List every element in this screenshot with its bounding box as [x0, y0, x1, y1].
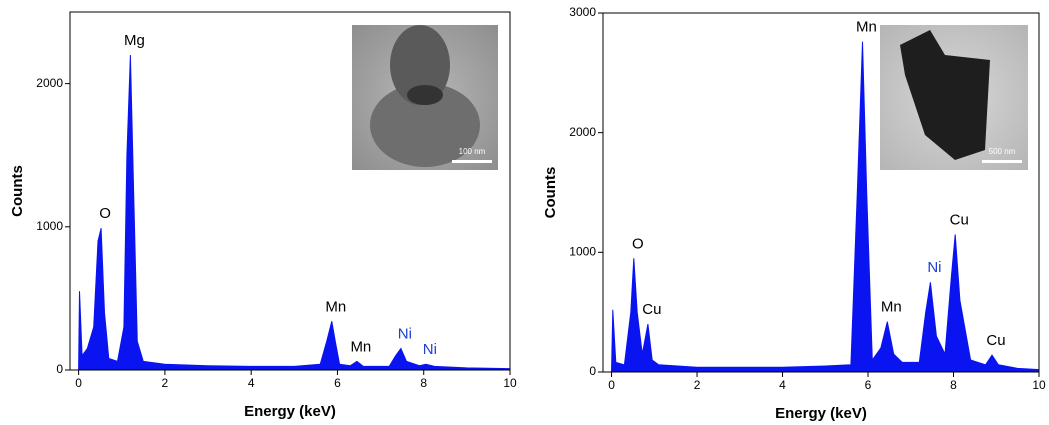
- y-tick-label: 0: [589, 364, 596, 378]
- x-tick-label: 10: [503, 376, 517, 390]
- peak-label: Cu: [986, 332, 1005, 349]
- x-axis-label: Energy (keV): [244, 403, 336, 420]
- x-tick-label: 8: [420, 376, 427, 390]
- x-tick-label: 4: [779, 378, 786, 392]
- x-tick-label: 2: [162, 376, 169, 390]
- plot-frame: [69, 11, 511, 371]
- scale-bar-label: 100 nm: [459, 147, 486, 156]
- peak-label: Mn: [856, 19, 877, 36]
- chart: 0 2 4 6 8 10 0 1000 2000 Energy (keV) Counts O Mg Mn M…: [9, 11, 517, 420]
- peak-label: Ni: [398, 325, 412, 342]
- y-tick-label: 2000: [36, 76, 63, 90]
- y-tick-label: 2000: [569, 125, 596, 139]
- peak-label: Ni: [927, 259, 941, 276]
- y-tick-label: 3000: [569, 5, 596, 19]
- y-axis-label: Counts: [542, 167, 559, 219]
- x-tick-label: 6: [865, 378, 872, 392]
- y-tick-label: 1000: [569, 245, 596, 259]
- spectrum-area: [78, 54, 511, 371]
- peak-label: O: [632, 235, 644, 252]
- x-tick-label: 6: [334, 376, 341, 390]
- peak-label: Mn: [350, 338, 371, 355]
- peak-label: Mn: [881, 299, 902, 316]
- spectrum-area: [610, 41, 1040, 373]
- peak-label: Mn: [325, 298, 346, 315]
- y-tick-label: 1000: [36, 219, 63, 233]
- peak-label: O: [99, 205, 111, 222]
- x-tick-label: 4: [248, 376, 255, 390]
- chart: 0 2 4 6 8 10 0 1000 2000 3000 Energy (keV) Counts O C…: [542, 5, 1046, 422]
- x-tick-label: 0: [75, 376, 82, 390]
- plot-frame: [602, 12, 1040, 373]
- scale-bar-label: 500 nm: [989, 147, 1016, 156]
- peak-label: Mg: [124, 32, 145, 49]
- peak-label: Cu: [642, 301, 661, 318]
- y-axis-label: Counts: [9, 165, 26, 217]
- inset-image: 500 nm: [880, 25, 1028, 170]
- x-tick-label: 8: [950, 378, 957, 392]
- peak-label: Cu: [950, 211, 969, 228]
- peak-label: Ni: [423, 341, 437, 358]
- x-axis-label: Energy (keV): [775, 405, 867, 422]
- inset-image: 100 nm: [352, 25, 498, 170]
- x-tick-label: 0: [608, 378, 615, 392]
- x-tick-label: 2: [694, 378, 701, 392]
- y-tick-label: 0: [56, 362, 63, 376]
- x-tick-label: 10: [1032, 378, 1046, 392]
